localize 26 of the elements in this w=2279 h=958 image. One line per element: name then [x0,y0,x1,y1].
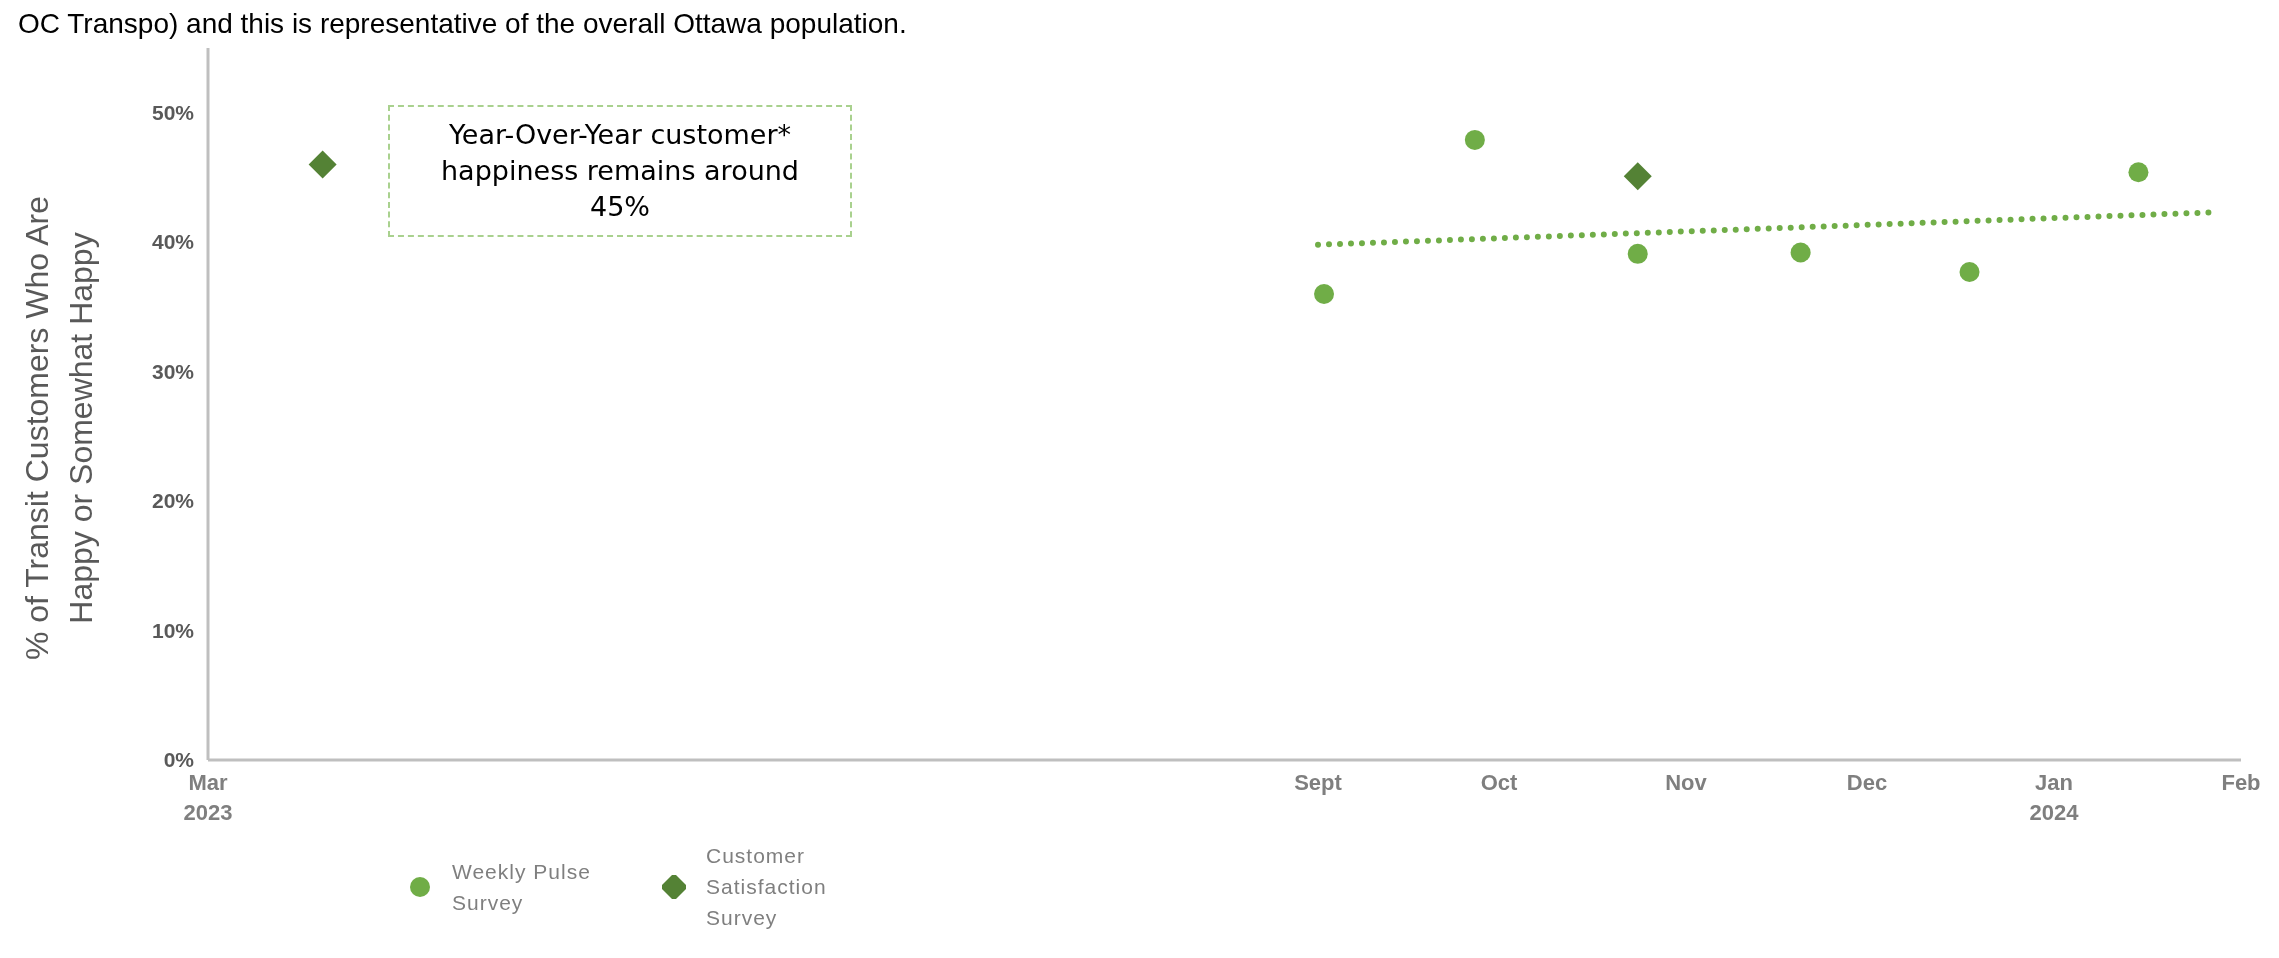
point [1464,129,1485,150]
x-tick-label: Feb [2221,770,2261,795]
point [1314,283,1335,304]
legend-label: Customer Satisfaction Survey [706,843,828,931]
x-tick-label: Mar 2023 [183,770,233,825]
y-tick-label: 0% [163,748,195,771]
point [1627,243,1648,264]
legend-label: Weekly Pulse Survey [452,858,592,916]
point [2128,162,2149,183]
callout-box: Year-Over-Year customer* happiness remains around 45% [388,105,852,237]
y-axis-title: % of Transit Customers Who Are Happy or Somewhat Happy [19,195,99,661]
x-tick-label: Jan 2024 [2029,770,2080,825]
x-tick-label: Nov [1665,770,1708,795]
x-tick-label: Sept [1294,770,1343,795]
point [308,150,337,179]
y-tick-label: 30% [151,359,195,383]
y-tick-label: 10% [151,618,195,642]
x-tick-label: Dec [1846,770,1888,795]
text: OC Transpo) and this is representative of the overall Ottawa population. [18,8,907,40]
x-tick-label: Oct [1480,770,1518,795]
point [1790,242,1811,263]
point [1623,162,1652,191]
y-tick-label: 50% [151,100,195,124]
y-tick-label: 40% [151,230,195,254]
y-tick-label: 20% [151,489,195,513]
point [1959,261,1980,282]
